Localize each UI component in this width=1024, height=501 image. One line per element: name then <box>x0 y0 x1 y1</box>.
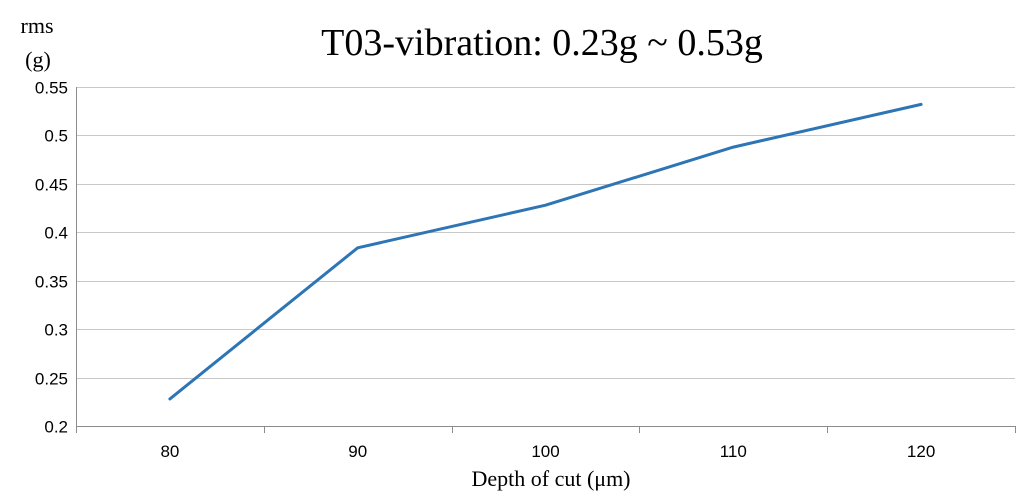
x-tick-label: 80 <box>160 442 179 461</box>
series <box>168 102 923 401</box>
y-axis-label-rms: rms <box>21 13 54 38</box>
x-tick-label: 90 <box>348 442 367 461</box>
y-tick-label: 0.2 <box>44 418 68 437</box>
y-tick-label: 0.25 <box>35 370 68 389</box>
y-tick-labels: 0.2 0.25 0.3 0.35 0.4 0.45 0.5 0.55 <box>35 79 68 437</box>
y-tick-label: 0.4 <box>44 224 68 243</box>
y-tick-label: 0.5 <box>44 127 68 146</box>
axes <box>76 87 1016 433</box>
y-tick-label: 0.55 <box>35 79 68 98</box>
chart-title: T03-vibration: 0.23g ~ 0.53g <box>321 22 763 64</box>
y-axis-label-unit: (g) <box>25 47 51 72</box>
x-tick-labels: 80 90 100 110 120 <box>160 442 935 461</box>
x-axis-label: Depth of cut (μm) <box>471 466 630 491</box>
y-tick-label: 0.45 <box>35 176 68 195</box>
y-tick-label: 0.35 <box>35 273 68 292</box>
series-line <box>168 102 923 401</box>
y-tick-label: 0.3 <box>44 321 68 340</box>
gridlines <box>76 87 1015 379</box>
x-tick-label: 110 <box>720 442 747 461</box>
x-tick-label: 120 <box>907 442 935 461</box>
x-tick-label: 100 <box>531 442 559 461</box>
